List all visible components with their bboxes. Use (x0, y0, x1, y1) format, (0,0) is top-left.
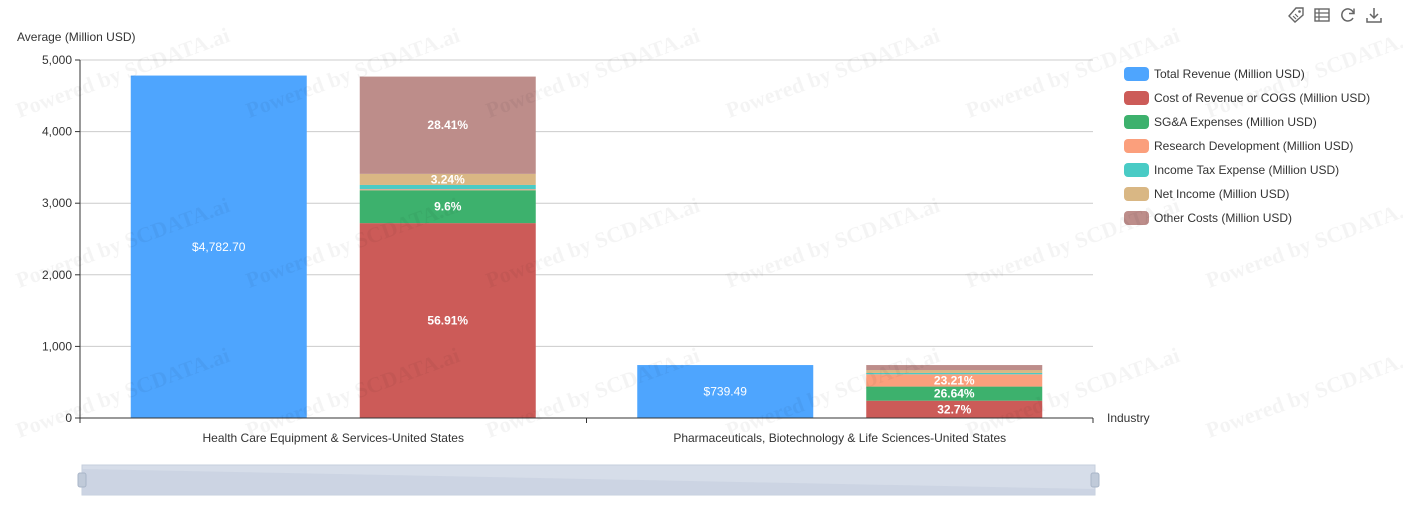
segment-label: 32.7% (937, 402, 971, 416)
y-axis-title: Average (Million USD) (17, 30, 135, 44)
bar-segment-cost-of-revenue-or-cogs-million-usd[interactable] (866, 400, 1043, 418)
legend-swatch (1124, 211, 1149, 225)
x-tick-label: Health Care Equipment & Services-United … (203, 431, 464, 445)
zoom-handle-right[interactable] (1090, 472, 1100, 488)
bar-total-revenue[interactable] (637, 365, 814, 418)
x-axis-title: Industry (1107, 411, 1150, 425)
legend-label: Research Development (Million USD) (1154, 139, 1354, 153)
bar-segment-net-income-million-usd[interactable] (866, 370, 1043, 373)
legend-swatch (1124, 139, 1149, 153)
segment-label: 9.6% (434, 200, 462, 214)
chart-toolbar (1287, 6, 1383, 24)
legend-label: Other Costs (Million USD) (1154, 211, 1293, 225)
bar-segment-income-tax-expense-million-usd[interactable] (866, 372, 1043, 375)
bar-total-revenue[interactable] (130, 75, 307, 418)
legend-label: SG&A Expenses (Million USD) (1154, 115, 1317, 129)
bar-segment-net-income-million-usd[interactable] (359, 173, 536, 185)
legend-item[interactable]: Net Income (Million USD) (1124, 182, 1370, 206)
legend-swatch (1124, 163, 1149, 177)
legend: Total Revenue (Million USD) Cost of Reven… (1124, 62, 1370, 230)
segment-label: 56.91% (427, 314, 468, 328)
bar-label: $4,782.70 (192, 240, 246, 254)
zoom-slider-shadow (82, 469, 1095, 495)
bar-segment-income-tax-expense-million-usd[interactable] (359, 184, 536, 190)
segment-label: 28.41% (427, 118, 468, 132)
legend-item[interactable]: SG&A Expenses (Million USD) (1124, 110, 1370, 134)
segment-label: 3.24% (431, 172, 465, 186)
zoom-slider[interactable] (77, 464, 1100, 496)
legend-label: Cost of Revenue or COGS (Million USD) (1154, 91, 1371, 105)
x-tick-label: Pharmaceuticals, Biotechnology & Life Sc… (673, 431, 1006, 445)
legend-item[interactable]: Other Costs (Million USD) (1124, 206, 1370, 230)
legend-label: Net Income (Million USD) (1154, 187, 1290, 201)
bar-segment-other-costs-million-usd[interactable] (359, 76, 536, 174)
bar-label: $739.49 (704, 385, 748, 399)
legend-swatch (1124, 187, 1149, 201)
legend-item[interactable]: Research Development (Million USD) (1124, 134, 1370, 158)
bars (130, 75, 1043, 418)
bar-segment-cost-of-revenue-or-cogs-million-usd[interactable] (359, 223, 536, 418)
legend-swatch (1124, 67, 1149, 81)
y-tick-label: 4,000 (42, 125, 72, 139)
legend-item[interactable]: Cost of Revenue or COGS (Million USD) (1124, 86, 1370, 110)
segment-label: 23.21% (934, 373, 975, 387)
legend-item[interactable]: Income Tax Expense (Million USD) (1124, 158, 1370, 182)
download-icon[interactable] (1365, 6, 1383, 24)
tag-icon[interactable] (1287, 6, 1305, 24)
bar-segment-sg-a-expenses-million-usd[interactable] (866, 386, 1043, 401)
bar-segment-research-development-million-usd[interactable] (359, 189, 536, 191)
segment-label: 26.64% (934, 387, 975, 401)
zoom-handle-left[interactable] (77, 472, 87, 488)
y-tick-label: 1,000 (42, 339, 72, 353)
y-tick-label: 0 (65, 411, 72, 425)
data-view-icon[interactable] (1313, 6, 1331, 24)
restore-icon[interactable] (1339, 6, 1357, 24)
bar-segment-other-costs-million-usd[interactable] (866, 365, 1043, 371)
y-tick-label: 2,000 (42, 268, 72, 282)
data-labels: $4,782.70 56.91% 9.6% 3.24% 28.41% $739.49 32.… (192, 118, 975, 416)
legend-swatch (1124, 91, 1149, 105)
y-tick-label: 3,000 (42, 196, 72, 210)
axes: 0 1,000 2,000 3,000 4,000 5,000 Health Care Eq… (42, 53, 1094, 445)
y-tick-label: 5,000 (42, 53, 72, 67)
legend-label: Income Tax Expense (Million USD) (1154, 163, 1340, 177)
legend-swatch (1124, 115, 1149, 129)
bar-segment-sg-a-expenses-million-usd[interactable] (359, 190, 536, 224)
legend-item[interactable]: Total Revenue (Million USD) (1124, 62, 1370, 86)
bar-segment-research-development-million-usd[interactable] (866, 374, 1043, 387)
legend-label: Total Revenue (Million USD) (1154, 67, 1305, 81)
